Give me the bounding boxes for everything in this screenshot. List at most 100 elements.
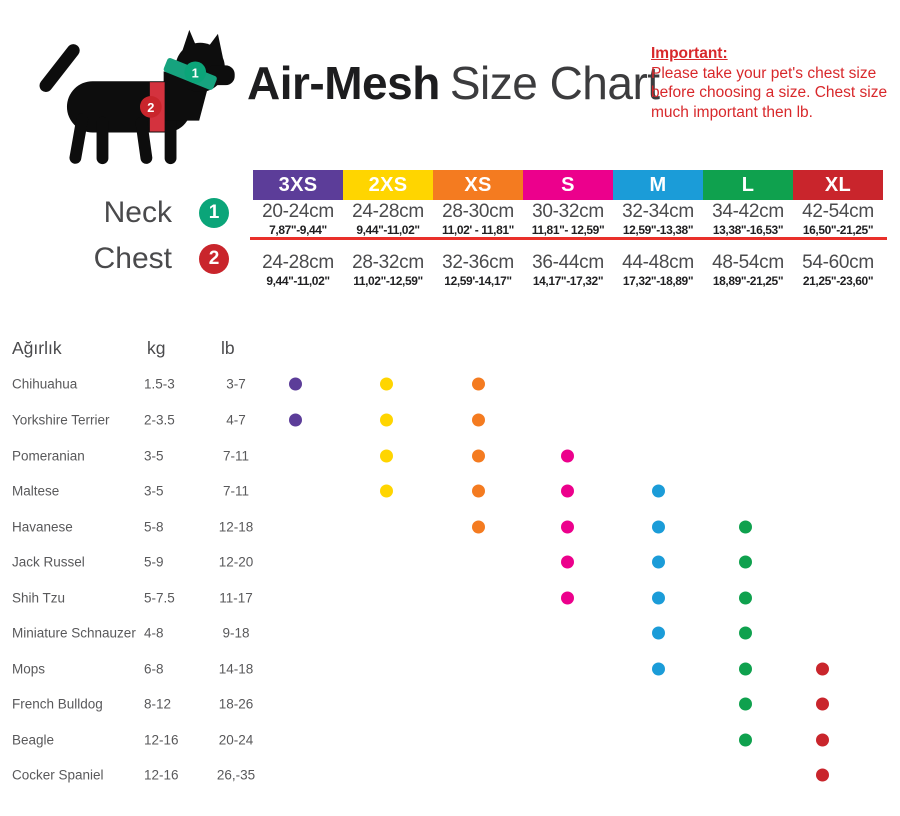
breed-lb-value: 11-17 <box>219 590 253 606</box>
lb-column-header: lb <box>221 338 235 358</box>
breed-lb-value: 20-24 <box>218 732 254 748</box>
cm-value: 24-28cm <box>352 201 424 222</box>
breed-lb-value: 3-7 <box>226 376 246 392</box>
table-row: Yorkshire Terrier 2-3.5 4-7 <box>0 402 900 438</box>
inch-value: 16,50"-21,25" <box>802 223 874 237</box>
inch-value: 12,59'-14,17" <box>444 274 512 288</box>
breed-lb-value: 9-18 <box>222 625 250 641</box>
breed-name: French Bulldog <box>12 696 103 712</box>
breed-name: Miniature Schnauzer <box>12 625 136 641</box>
breed-kg-value: 5-9 <box>144 554 164 570</box>
size-dot-l <box>738 591 752 605</box>
cm-value: 44-48cm <box>622 252 694 273</box>
cm-value: 54-60cm <box>802 252 874 273</box>
dog-silhouette <box>39 29 235 165</box>
size-header-m: M <box>613 170 703 200</box>
cm-value: 32-36cm <box>442 252 514 273</box>
chest-row-cell-s: 36-44cm 14,17"-17,32" <box>523 252 613 289</box>
table-row: Havanese 5-8 12-18 <box>0 509 900 545</box>
breed-name: Pomeranian <box>12 448 85 463</box>
inch-value: 11,02"-12,59" <box>353 274 423 288</box>
inch-value: 9,44"-11,02" <box>356 223 420 237</box>
size-dot-s <box>560 484 574 498</box>
size-dot-xs <box>471 449 485 462</box>
cm-value: 28-32cm <box>352 252 424 273</box>
size-dot-xs <box>471 520 485 534</box>
size-dot-xl <box>815 768 829 782</box>
neck-row-cell-l: 34-42cm 13,38"-16,53" <box>703 201 793 238</box>
size-dot-m <box>651 662 665 676</box>
size-dot-xl <box>815 733 829 747</box>
breed-lb-value: 18-26 <box>218 696 254 712</box>
size-dot-l <box>738 662 752 676</box>
size-dot-xl <box>815 697 829 711</box>
size-dot-l <box>738 626 752 640</box>
size-dot-s <box>560 449 574 462</box>
important-text: Please take your pet's chest size before… <box>651 64 888 121</box>
cm-value: 30-32cm <box>532 201 604 222</box>
inch-value: 14,17"-17,32" <box>532 274 604 288</box>
cm-value: 48-54cm <box>712 252 784 273</box>
breed-kg-value: 5-7.5 <box>144 590 175 606</box>
size-dot-xl <box>815 662 829 676</box>
chest-marker-number: 2 <box>147 100 154 115</box>
breed-kg-value: 6-8 <box>144 661 164 677</box>
table-row: Shih Tzu 5-7.5 11-17 <box>0 580 900 616</box>
size-header-xl: XL <box>793 170 883 200</box>
neck-measurements-row: 20-24cm 7,87"-9,44" 24-28cm 9,44"-11,02" 28-… <box>253 201 883 238</box>
breed-name: Mops <box>12 661 46 677</box>
chest-row-cell-xs: 32-36cm 12,59'-14,17" <box>433 252 523 289</box>
weight-column-header: Ağırlık <box>12 338 62 358</box>
chest-number-badge: 2 <box>199 244 229 274</box>
chest-row-cell-m: 44-48cm 17,32"-18,89" <box>613 252 703 289</box>
inch-value: 13,38"-16,53" <box>712 223 784 237</box>
size-dot-l <box>738 697 752 711</box>
breed-kg-value: 12-16 <box>144 767 179 783</box>
size-dot-m <box>651 520 665 534</box>
breed-lb-value: 12-20 <box>218 554 254 570</box>
table-row: Beagle 12-16 20-24 <box>0 722 900 758</box>
cm-value: 24-28cm <box>262 252 334 273</box>
kg-column-header: kg <box>147 338 166 358</box>
breed-kg-value: 12-16 <box>144 732 179 748</box>
table-row: French Bulldog 8-12 18-26 <box>0 686 900 722</box>
table-row: Pomeranian 3-5 7-11 <box>0 438 900 474</box>
title-product-name: Air-Mesh <box>247 57 440 109</box>
inch-value: 12,59"-13,38" <box>622 223 694 237</box>
breed-lb-value: 14-18 <box>218 661 254 677</box>
inch-value: 9,44"-11,02" <box>266 274 330 288</box>
size-header-l: L <box>703 170 793 200</box>
breed-lb-value: 7-11 <box>222 483 250 499</box>
chest-row-cell-l: 48-54cm 18,89"-21,25" <box>703 252 793 289</box>
inch-value: 11,81"- 12,59" <box>531 223 605 237</box>
size-dot-2xs <box>379 413 393 427</box>
neck-row-label: Neck <box>103 196 172 229</box>
breed-kg-value: 1.5-3 <box>144 376 175 392</box>
size-dot-xs <box>471 484 485 498</box>
cm-value: 36-44cm <box>532 252 604 273</box>
breed-name: Jack Russel <box>12 554 85 570</box>
breed-lb-value: 4-7 <box>226 412 246 428</box>
table-row: Mops 6-8 14-18 <box>0 651 900 687</box>
inch-value: 21,25"-23,60" <box>802 274 874 288</box>
breed-kg-value: 8-12 <box>144 696 172 712</box>
breed-kg-value: 3-5 <box>144 448 164 463</box>
size-dot-s <box>560 555 574 569</box>
size-dot-l <box>738 555 752 569</box>
size-dot-m <box>651 484 665 498</box>
breed-kg-value: 2-3.5 <box>144 412 175 428</box>
dog-harness-icon: 1 2 <box>39 29 235 165</box>
breed-lb-value: 7-11 <box>222 448 250 463</box>
table-row: Maltese 3-5 7-11 <box>0 473 900 509</box>
size-dot-3xs <box>288 413 302 427</box>
neck-row-cell-2xs: 24-28cm 9,44"-11,02" <box>343 201 433 238</box>
inch-value: 18,89"-21,25" <box>712 274 784 288</box>
size-dot-m <box>651 591 665 605</box>
breed-name: Havanese <box>12 519 73 535</box>
size-dot-m <box>651 555 665 569</box>
table-row: Cocker Spaniel 12-16 26,-35 <box>0 757 900 793</box>
size-dot-xs <box>471 377 485 391</box>
breed-lb-value: 12-18 <box>218 519 254 535</box>
breed-name: Cocker Spaniel <box>12 767 104 783</box>
breed-name: Yorkshire Terrier <box>12 412 110 428</box>
